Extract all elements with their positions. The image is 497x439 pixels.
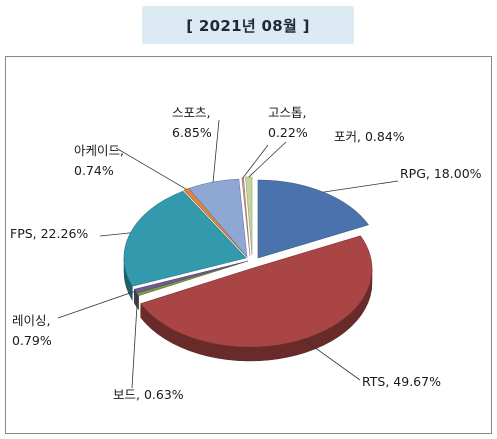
data-label-8: 고스톱, 0.22% bbox=[268, 105, 308, 140]
data-label-7: 스포츠, 6.85% bbox=[172, 105, 212, 140]
leader-line-8 bbox=[242, 144, 269, 179]
leader-line-5 bbox=[99, 232, 131, 237]
leader-line-9 bbox=[248, 141, 287, 178]
leader-line-3 bbox=[131, 294, 139, 389]
pie-slice-1 bbox=[257, 179, 369, 259]
pie-slice-4 bbox=[133, 260, 249, 294]
pie-slice-8 bbox=[241, 177, 251, 257]
data-label-5: FPS, 22.26% bbox=[10, 226, 88, 241]
chart-title-box: [ 2021년 08월 ] bbox=[142, 6, 354, 44]
pie-slice-9 bbox=[245, 176, 253, 256]
leader-line-1 bbox=[323, 180, 399, 193]
data-label-4: 레이싱, 0.79% bbox=[12, 313, 52, 348]
data-label-3: 보드, 0.63% bbox=[113, 387, 184, 402]
chart-frame bbox=[5, 56, 492, 434]
pie-slice-7 bbox=[188, 178, 248, 258]
leader-line-4 bbox=[57, 290, 136, 319]
leader-line-7 bbox=[212, 119, 220, 183]
leader-line-6 bbox=[115, 147, 187, 190]
pie-slice-5 bbox=[123, 190, 247, 287]
data-label-9: 포커, 0.84% bbox=[334, 129, 405, 144]
leader-line-2 bbox=[302, 338, 361, 381]
data-label-2: RTS, 49.67% bbox=[362, 374, 441, 389]
data-label-1: RPG, 18.00% bbox=[400, 166, 482, 181]
chart-title: [ 2021년 08월 ] bbox=[186, 16, 310, 35]
data-label-6: 아케이드, 0.74% bbox=[74, 143, 124, 178]
